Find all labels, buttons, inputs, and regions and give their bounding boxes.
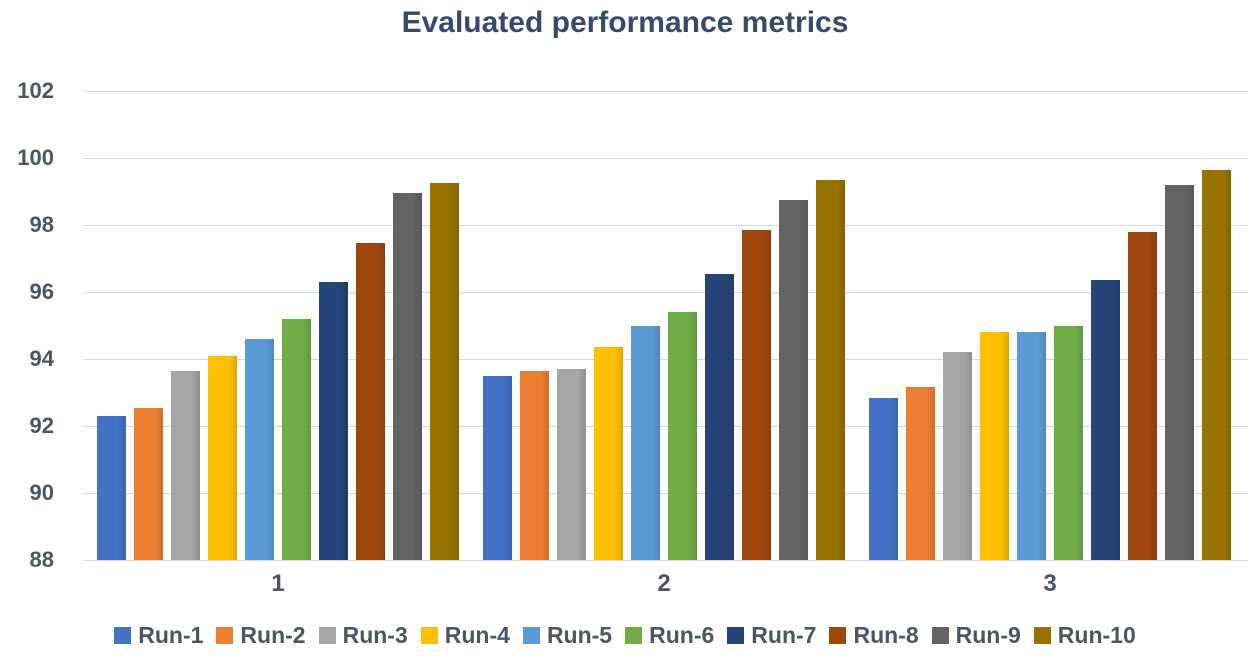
bar-run-3-group-2: [557, 369, 586, 560]
legend-label: Run-5: [546, 622, 613, 648]
legend-swatch-icon: [931, 627, 949, 644]
legend-item-run-5: Run-5: [522, 622, 613, 648]
x-tick-label-2: 2: [657, 570, 671, 597]
gridline-y-94: [83, 359, 1248, 360]
bar-run-5-group-3: [1017, 332, 1046, 560]
legend-label: Run-1: [138, 622, 204, 648]
legend-swatch-icon: [216, 627, 234, 644]
legend-swatch-icon: [318, 627, 336, 644]
gridline-y-92: [83, 426, 1248, 427]
legend-label: Run-6: [649, 622, 715, 648]
legend-item-run-9: Run-9: [931, 622, 1021, 648]
gridline-y-100: [83, 158, 1248, 159]
bar-run-9-group-3: [1165, 184, 1194, 560]
y-tick-label-102: 102: [17, 78, 54, 103]
bar-run-6-group-2: [668, 312, 697, 560]
y-tick-label-94: 94: [29, 346, 54, 371]
legend-item-run-10: Run-10: [1033, 622, 1136, 648]
legend-item-run-7: Run-7: [727, 624, 816, 647]
y-tick-label-90: 90: [29, 480, 54, 505]
legend-swatch-icon: [114, 627, 132, 644]
gridline-y-96: [83, 292, 1248, 293]
legend-label: Run-7: [751, 622, 817, 648]
legend-item-run-4: Run-4: [420, 622, 510, 648]
bar-run-10-group-1: [430, 183, 459, 560]
x-tick-label-1: 1: [271, 570, 285, 597]
bar-run-3-group-3: [943, 352, 972, 560]
y-tick-label-92: 92: [29, 413, 54, 438]
bar-run-3-group-1: [171, 370, 200, 560]
bar-run-2-group-2: [520, 370, 549, 560]
bar-run-4-group-3: [980, 332, 1009, 560]
bar-run-1-group-1: [97, 415, 126, 560]
y-tick-label-88: 88: [29, 547, 54, 572]
bar-run-2-group-3: [906, 387, 935, 560]
bar-run-4-group-1: [208, 355, 237, 560]
bar-run-7-group-1: [319, 281, 348, 560]
bar-run-6-group-3: [1054, 325, 1083, 560]
legend-swatch-icon: [829, 627, 847, 644]
legend-item-run-1: Run-1: [114, 624, 203, 647]
bar-run-1-group-3: [869, 397, 898, 560]
bar-run-1-group-2: [483, 375, 512, 560]
legend: Run-1 Run-2 Run-3 Run-4 Run-5 Run-6 Run-7 Run-8…: [0, 624, 1250, 647]
legend-label: Run-3: [342, 622, 408, 648]
legend-item-run-2: Run-2: [216, 622, 306, 648]
gridline-y-102: [83, 91, 1248, 92]
bar-run-7-group-3: [1091, 280, 1120, 560]
bar-run-9-group-1: [393, 193, 422, 560]
legend-label: Run-4: [444, 622, 510, 648]
bar-run-5-group-1: [245, 338, 274, 560]
gridline-y-88: [83, 560, 1248, 561]
bar-run-7-group-2: [705, 273, 734, 560]
y-tick-label-96: 96: [29, 279, 54, 304]
legend-label: Run-2: [240, 622, 306, 648]
legend-swatch-icon: [625, 627, 643, 644]
bar-run-5-group-2: [631, 325, 660, 560]
bar-run-8-group-3: [1128, 231, 1157, 560]
chart-title: Evaluated performance metrics: [401, 6, 849, 39]
y-tick-label-100: 100: [17, 145, 54, 170]
legend-swatch-icon: [1033, 627, 1051, 644]
legend-item-run-8: Run-8: [829, 622, 919, 648]
legend-swatch-icon: [420, 627, 438, 644]
bar-run-9-group-2: [779, 199, 808, 560]
x-tick-label-3: 3: [1043, 570, 1057, 597]
legend-label: Run-10: [1057, 622, 1136, 648]
bar-run-2-group-1: [134, 407, 163, 560]
legend-swatch-icon: [522, 627, 540, 644]
bar-run-4-group-2: [594, 347, 623, 560]
gridline-y-90: [83, 493, 1248, 494]
bar-run-10-group-2: [816, 179, 845, 560]
legend-item-run-6: Run-6: [625, 624, 714, 647]
legend-swatch-icon: [727, 627, 745, 644]
bar-run-10-group-3: [1202, 169, 1231, 560]
legend-label: Run-9: [955, 622, 1021, 648]
plot-area: [83, 91, 1248, 561]
gridline-y-98: [83, 225, 1248, 226]
bar-run-6-group-1: [282, 318, 311, 560]
bar-run-8-group-1: [356, 243, 385, 560]
legend-item-run-3: Run-3: [318, 622, 408, 648]
y-tick-label-98: 98: [29, 212, 54, 237]
legend-label: Run-8: [853, 622, 919, 648]
bar-run-8-group-2: [742, 230, 771, 560]
